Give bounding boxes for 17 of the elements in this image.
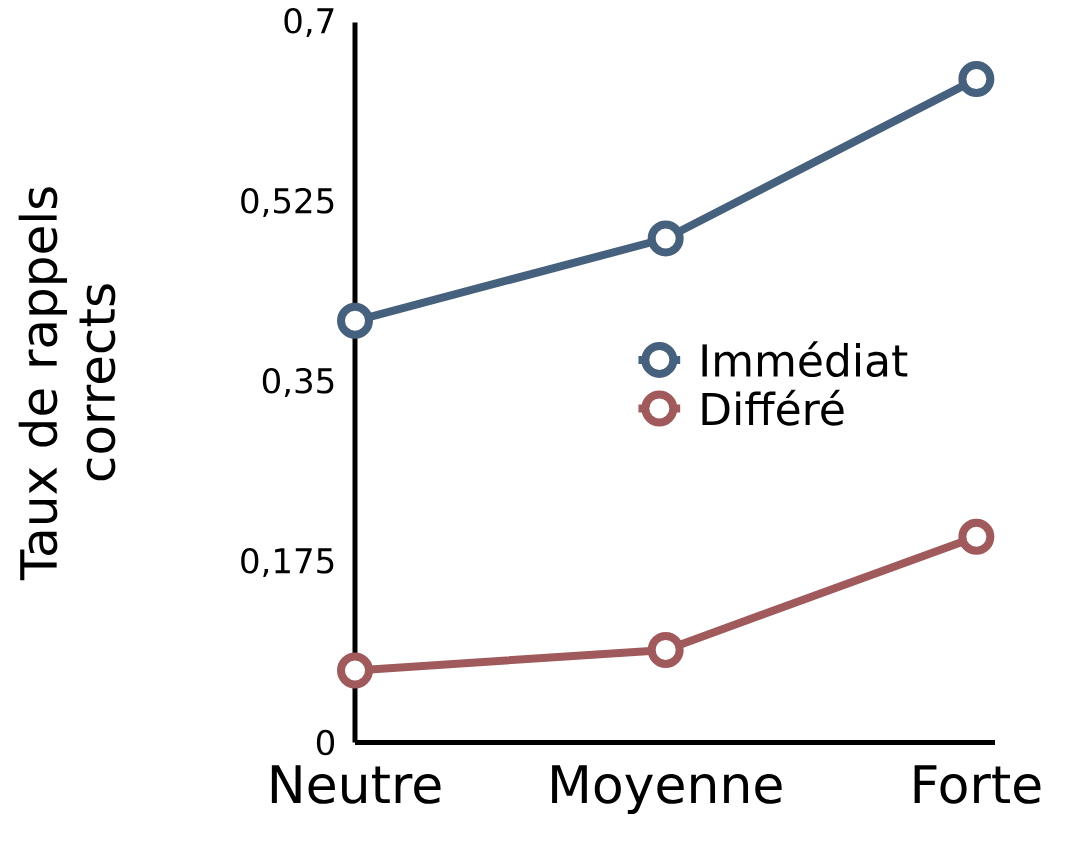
x-tick-label: Forte bbox=[914, 765, 1041, 804]
point bbox=[337, 302, 373, 339]
point bbox=[958, 61, 995, 98]
y-tick-label: 0,35 bbox=[262, 367, 334, 398]
y-tick-label: 0,525 bbox=[241, 187, 334, 218]
y-axis-title: Taux de rappels corrects bbox=[18, 187, 116, 581]
y-tick-label: 0 bbox=[316, 729, 335, 756]
point bbox=[337, 652, 373, 689]
point bbox=[647, 631, 684, 668]
x-tick-label: Neutre bbox=[271, 765, 441, 804]
point bbox=[958, 518, 995, 555]
y-tick-label: 0,175 bbox=[241, 547, 334, 578]
legend-label: Immédiat bbox=[702, 341, 908, 378]
legend-label: Différé bbox=[702, 389, 844, 426]
point bbox=[647, 220, 684, 257]
y-tick-label: 0,7 bbox=[284, 7, 334, 38]
x-tick-label: Moyenne bbox=[552, 765, 782, 814]
